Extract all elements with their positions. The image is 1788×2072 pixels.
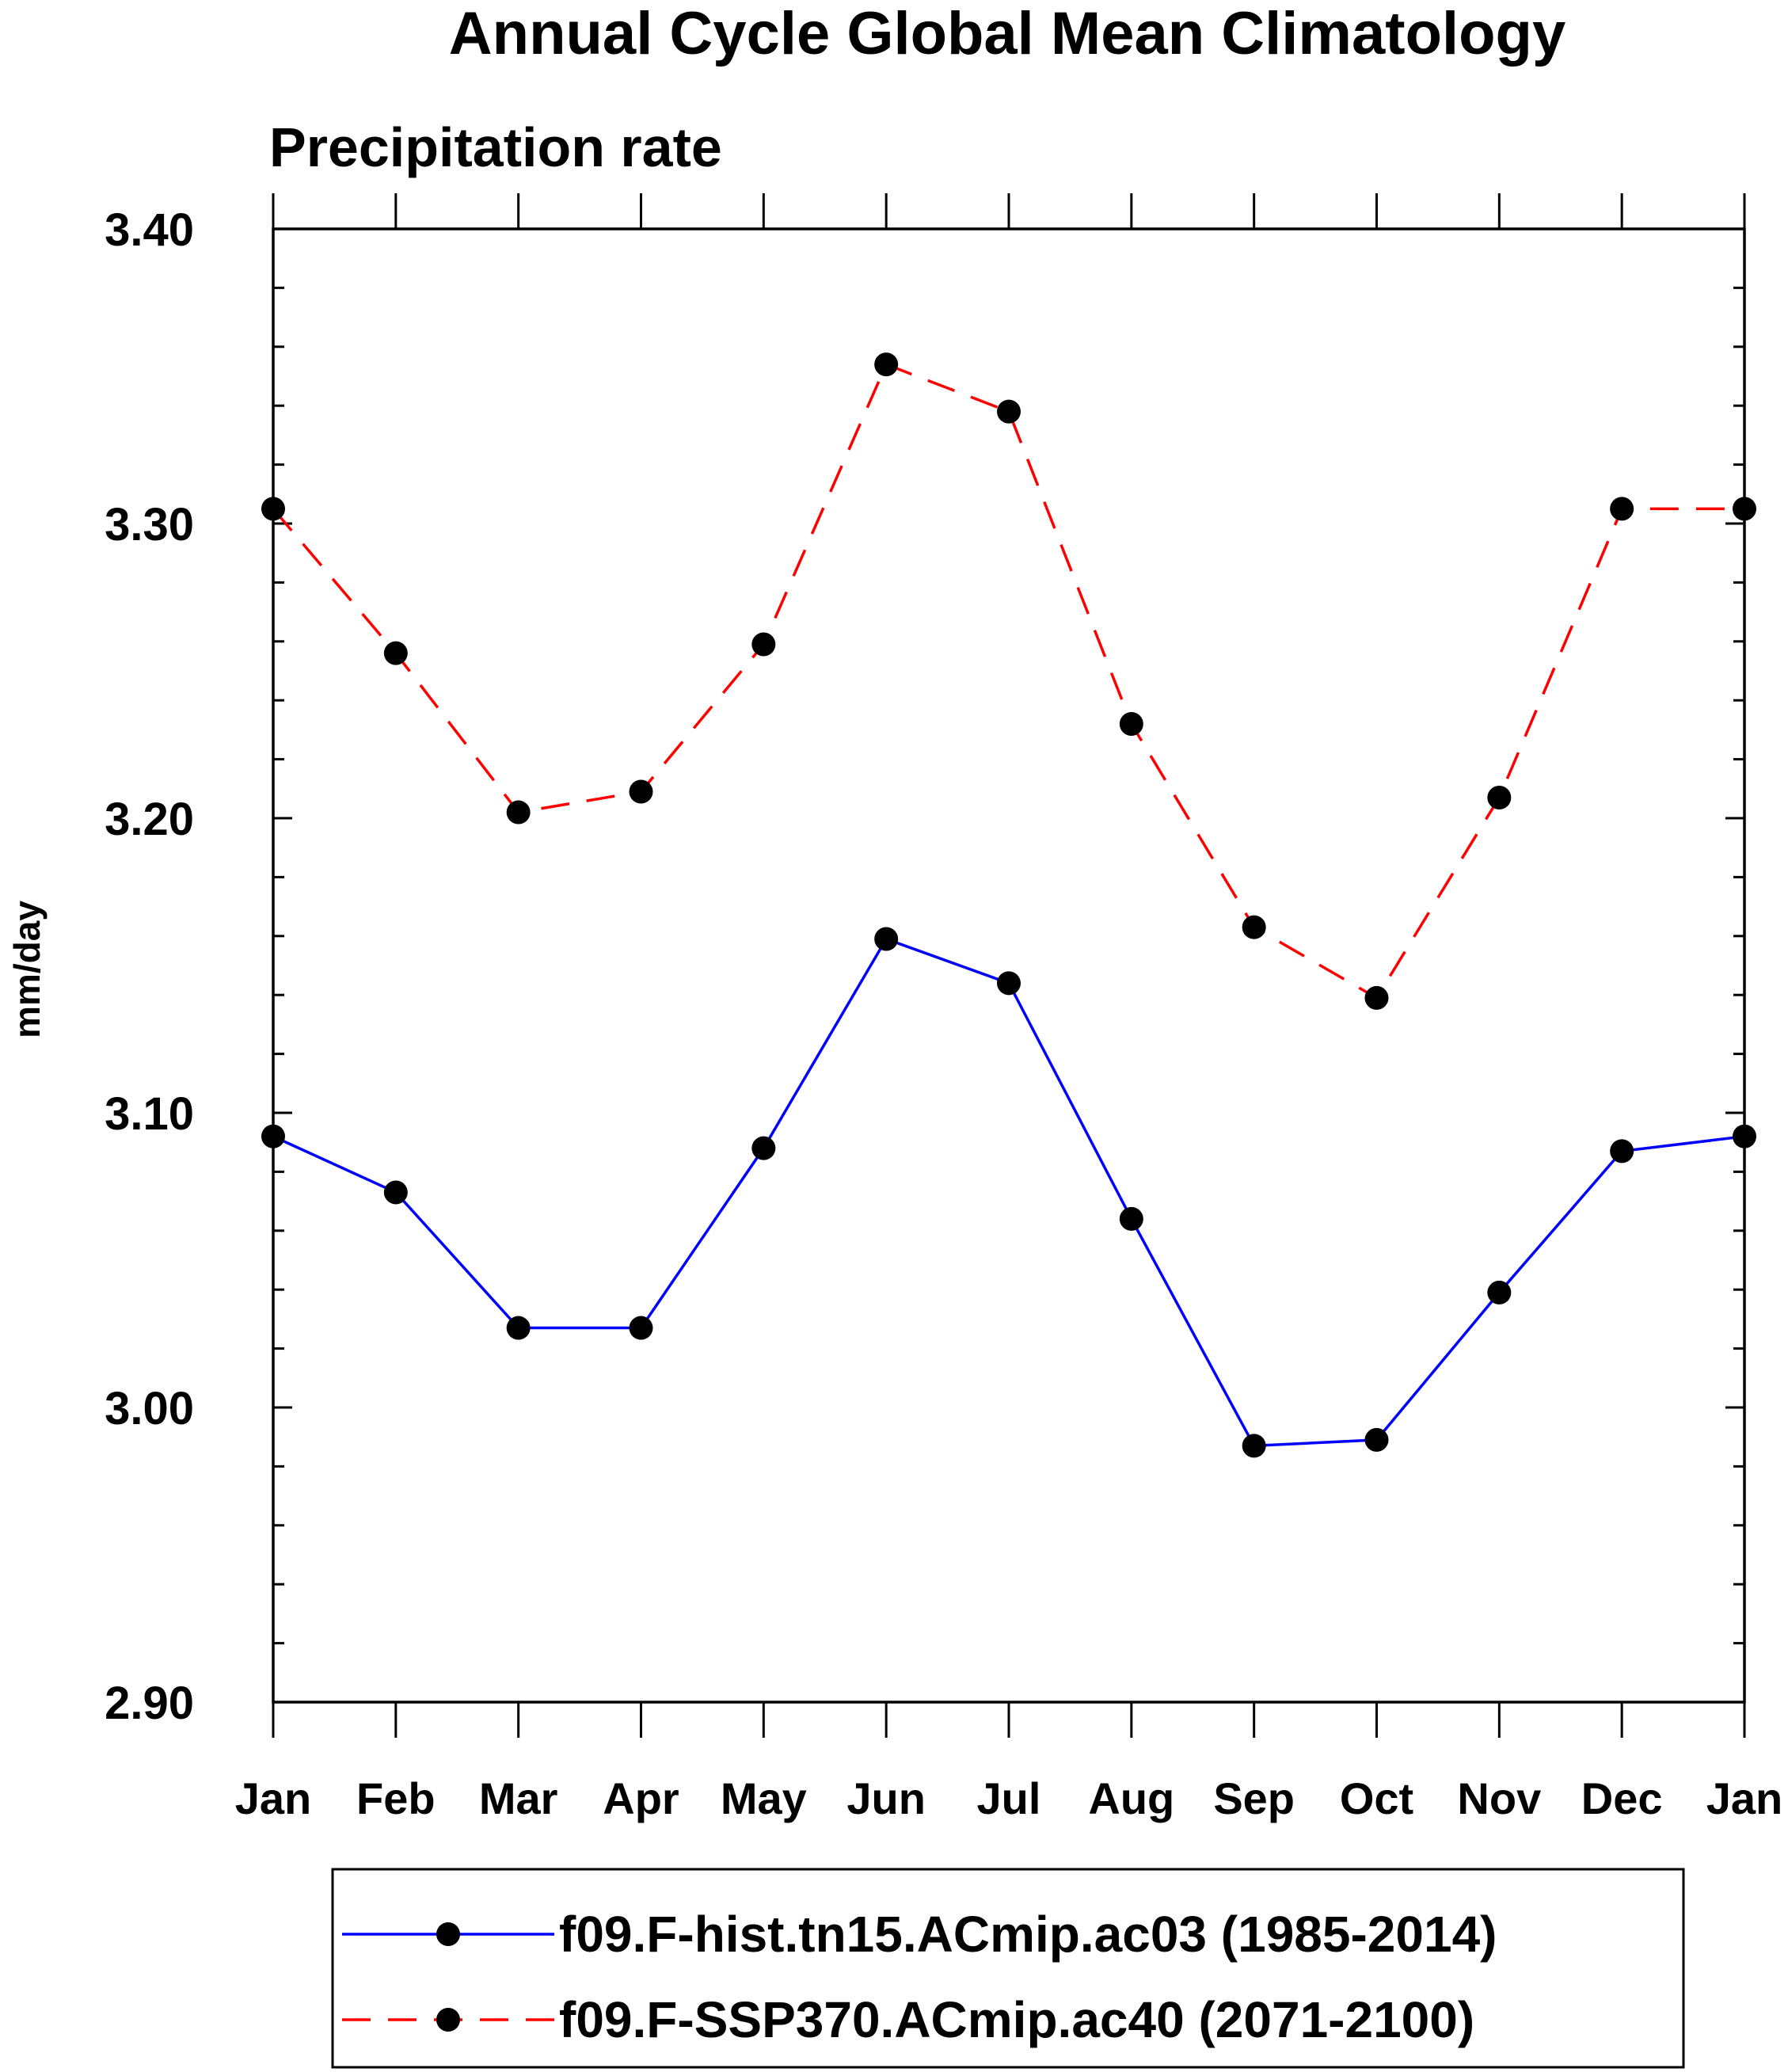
x-tick-label: Jun (846, 1773, 926, 1823)
legend-label-1: f09.F-hist.tn15.ACmip.ac03 (1985-2014) (559, 1906, 1497, 1963)
x-tick-label: Jul (977, 1773, 1041, 1823)
y-axis-label: mm/day (6, 901, 48, 1038)
data-point (383, 641, 408, 665)
data-point (1733, 497, 1756, 521)
y-tick-label: 3.30 (105, 499, 194, 550)
data-point (261, 1124, 285, 1148)
data-point (506, 1316, 531, 1340)
y-tick-label: 3.10 (105, 1088, 194, 1140)
plot-frame (272, 227, 1746, 1704)
x-tick-label: Nov (1457, 1773, 1541, 1823)
data-point (1610, 1139, 1634, 1164)
series-1 (261, 927, 1756, 1458)
x-tick-label: Sep (1213, 1773, 1295, 1823)
y-tick-label: 2.90 (105, 1678, 194, 1729)
series-layer (261, 352, 1756, 1458)
data-point (383, 1180, 408, 1205)
chart-subtitle: Precipitation rate (269, 116, 722, 178)
data-point (751, 1136, 776, 1160)
data-point (997, 971, 1021, 996)
data-point (874, 352, 899, 377)
series-2 (261, 352, 1756, 1010)
x-tick-label: Aug (1088, 1773, 1174, 1823)
data-point (1242, 915, 1266, 939)
legend-box (331, 1868, 1685, 2069)
x-tick-label: Mar (479, 1773, 558, 1823)
legend-label-2: f09.F-SSP370.ACmip.ac40 (2071-2100) (559, 1991, 1474, 2048)
data-point (1733, 1124, 1756, 1148)
y-tick-label: 3.40 (105, 204, 194, 256)
y-tick-label: 3.20 (105, 794, 194, 845)
data-point (1364, 985, 1389, 1010)
legend-marker-2 (436, 2008, 460, 2032)
axes: 2.90 3.00 3.10 3.20 3.30 3.40 Jan Feb Mar Apr May J… (105, 193, 1782, 1823)
data-point (629, 1316, 653, 1340)
x-tick-label: May (721, 1773, 807, 1823)
legend-marker-1 (436, 1922, 460, 1946)
data-point (1487, 785, 1512, 809)
data-point (1364, 1427, 1389, 1452)
data-point (997, 399, 1021, 424)
data-point (629, 779, 653, 804)
x-tick-label: Jan (235, 1773, 312, 1823)
x-tick-label: Oct (1340, 1773, 1413, 1823)
x-tick-label: Feb (356, 1773, 436, 1823)
data-point (1119, 1206, 1143, 1231)
series-line (272, 362, 1744, 1000)
data-point (1242, 1434, 1266, 1458)
data-point (1610, 497, 1634, 521)
data-point (1487, 1280, 1512, 1305)
data-point (874, 927, 899, 951)
series-line (272, 937, 1745, 1448)
data-point (506, 800, 531, 825)
chart-title: Annual Cycle Global Mean Climatology (449, 0, 1565, 67)
x-tick-label: Jan (1706, 1773, 1783, 1823)
data-point (261, 497, 285, 521)
x-tick-label: Apr (603, 1773, 679, 1823)
data-point (751, 632, 776, 657)
data-point (1119, 711, 1143, 736)
y-tick-label: 3.00 (105, 1383, 194, 1434)
legend: f09.F-hist.tn15.ACmip.ac03 (1985-2014) f0… (331, 1868, 1685, 2069)
x-tick-label: Dec (1581, 1773, 1663, 1823)
